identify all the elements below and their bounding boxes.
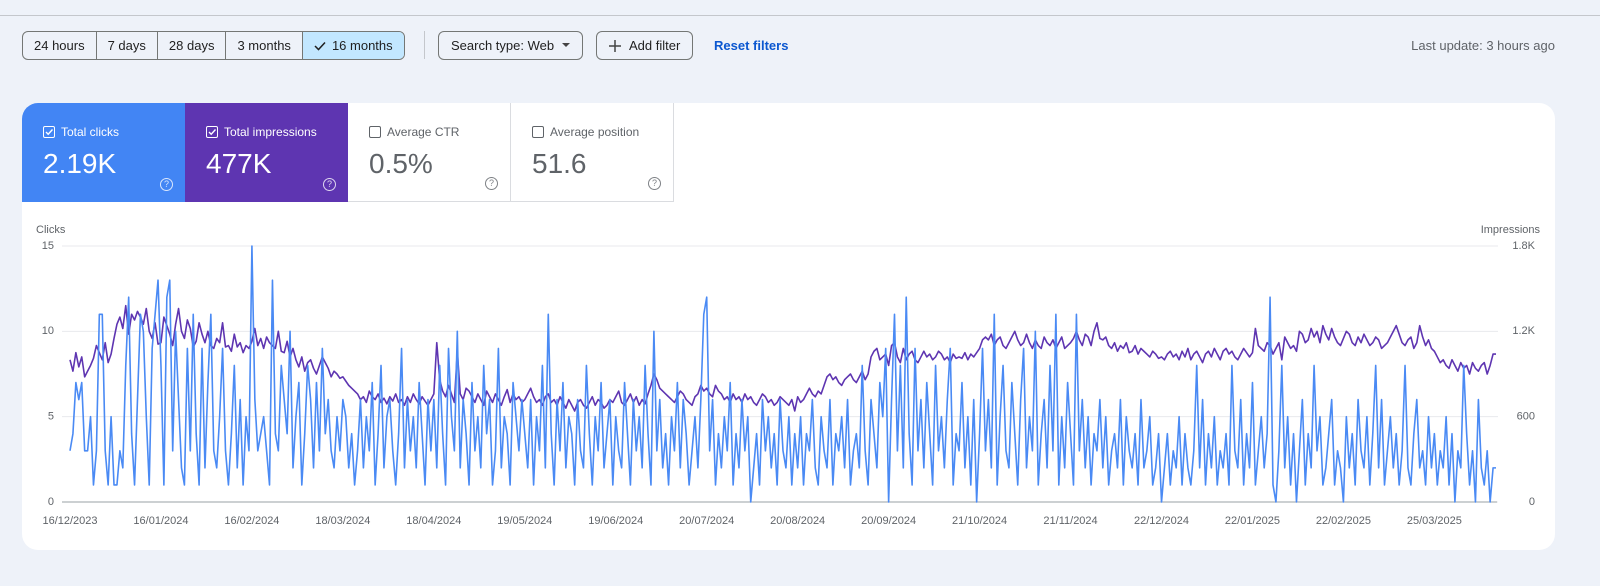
metric-tile[interactable]: Total clicks 2.19K ? [22, 103, 185, 202]
y2-axis-title: Impressions [1481, 224, 1541, 236]
date-range-button[interactable]: 24 hours [23, 32, 97, 59]
metric-tile[interactable]: Average CTR 0.5% ? [348, 103, 511, 202]
y-tick-label: 15 [42, 240, 54, 252]
metric-value: 477K [206, 148, 272, 179]
button-label: 16 months [331, 38, 393, 53]
x-tick-label: 21/11/2024 [1043, 515, 1097, 527]
check-icon [314, 41, 326, 51]
x-tick-label: 22/01/2025 [1225, 515, 1280, 527]
date-range-selector: 24 hours 7 days 28 days 3 months 16 mont… [22, 31, 405, 60]
checkbox [43, 126, 55, 138]
date-range-button[interactable]: 7 days [97, 32, 158, 59]
divider [424, 31, 425, 59]
date-range-button[interactable]: 16 months [302, 32, 404, 59]
y-tick-label: 0 [48, 496, 54, 508]
button-label: Search type: Web [451, 38, 555, 53]
add-filter-button[interactable]: Add filter [596, 31, 694, 60]
x-tick-label: 19/06/2024 [588, 515, 643, 527]
metric-label: Average position [550, 125, 640, 139]
x-tick-label: 25/03/2025 [1407, 515, 1462, 527]
y2-tick-label: 0 [1529, 496, 1535, 508]
x-tick-label: 20/09/2024 [861, 515, 916, 527]
button-label: 28 days [168, 38, 215, 53]
x-tick-label: 20/08/2024 [770, 515, 825, 527]
x-tick-label: 16/02/2024 [224, 515, 279, 527]
metric-label-row: Average CTR [369, 125, 510, 139]
x-tick-label: 18/04/2024 [406, 515, 461, 527]
x-tick-label: 21/10/2024 [952, 515, 1007, 527]
plus-icon [609, 39, 621, 52]
x-tick-label: 16/01/2024 [133, 515, 188, 527]
x-tick-label: 18/03/2024 [315, 515, 370, 527]
last-update: Last update: 3 hours ago [1411, 38, 1555, 53]
y-axis-title: Clicks [36, 224, 66, 236]
metric-tile[interactable]: Average position 51.6 ? [511, 103, 674, 202]
help-icon[interactable]: ? [485, 177, 498, 190]
checkbox [532, 126, 544, 138]
x-tick-label: 22/12/2024 [1134, 515, 1189, 527]
checkbox [206, 126, 218, 138]
checkbox [369, 126, 381, 138]
date-range-button[interactable]: 3 months [226, 32, 303, 59]
x-tick-label: 19/05/2024 [497, 515, 552, 527]
y2-tick-label: 1.8K [1512, 240, 1535, 252]
check-icon [45, 129, 54, 136]
help-icon[interactable]: ? [323, 178, 336, 191]
metric-label: Total impressions [224, 125, 317, 139]
x-tick-label: 16/12/2023 [42, 515, 97, 527]
metric-label-row: Total clicks [43, 125, 185, 139]
help-icon[interactable]: ? [648, 177, 661, 190]
metric-value: 2.19K [43, 148, 117, 179]
y-tick-label: 5 [48, 411, 54, 423]
button-label: 24 hours [34, 38, 85, 53]
button-label: 3 months [237, 38, 291, 53]
metric-label-row: Average position [532, 125, 673, 139]
chart: 0 5 10 15 0 600 1.2K 1.8K Clicks Impressions 16/12… [36, 224, 1541, 527]
metric-label: Total clicks [61, 125, 120, 139]
reset-filters-link[interactable]: Reset filters [714, 38, 789, 53]
divider [0, 15, 1600, 16]
search-type-button[interactable]: Search type: Web [438, 31, 584, 60]
button-label: Add filter [629, 38, 681, 53]
x-tick-label: 22/02/2025 [1316, 515, 1371, 527]
series-line [69, 304, 1496, 412]
performance-card: Total clicks 2.19K ? Total impressions 4… [22, 103, 1555, 550]
metric-label-row: Total impressions [206, 125, 348, 139]
help-icon[interactable]: ? [160, 178, 173, 191]
x-tick-label: 20/07/2024 [679, 515, 734, 527]
dropdown-icon [562, 43, 571, 47]
metric-value: 0.5% [369, 148, 433, 179]
button-label: 7 days [107, 38, 146, 53]
metric-tile[interactable]: Total impressions 477K ? [185, 103, 348, 202]
y2-tick-label: 600 [1517, 411, 1535, 423]
y-tick-label: 10 [42, 325, 54, 337]
date-range-button[interactable]: 28 days [158, 32, 227, 59]
metric-value: 51.6 [532, 148, 587, 179]
series-line [69, 245, 1496, 503]
check-icon [208, 129, 217, 136]
y2-tick-label: 1.2K [1512, 325, 1535, 337]
metric-label: Average CTR [387, 125, 460, 139]
